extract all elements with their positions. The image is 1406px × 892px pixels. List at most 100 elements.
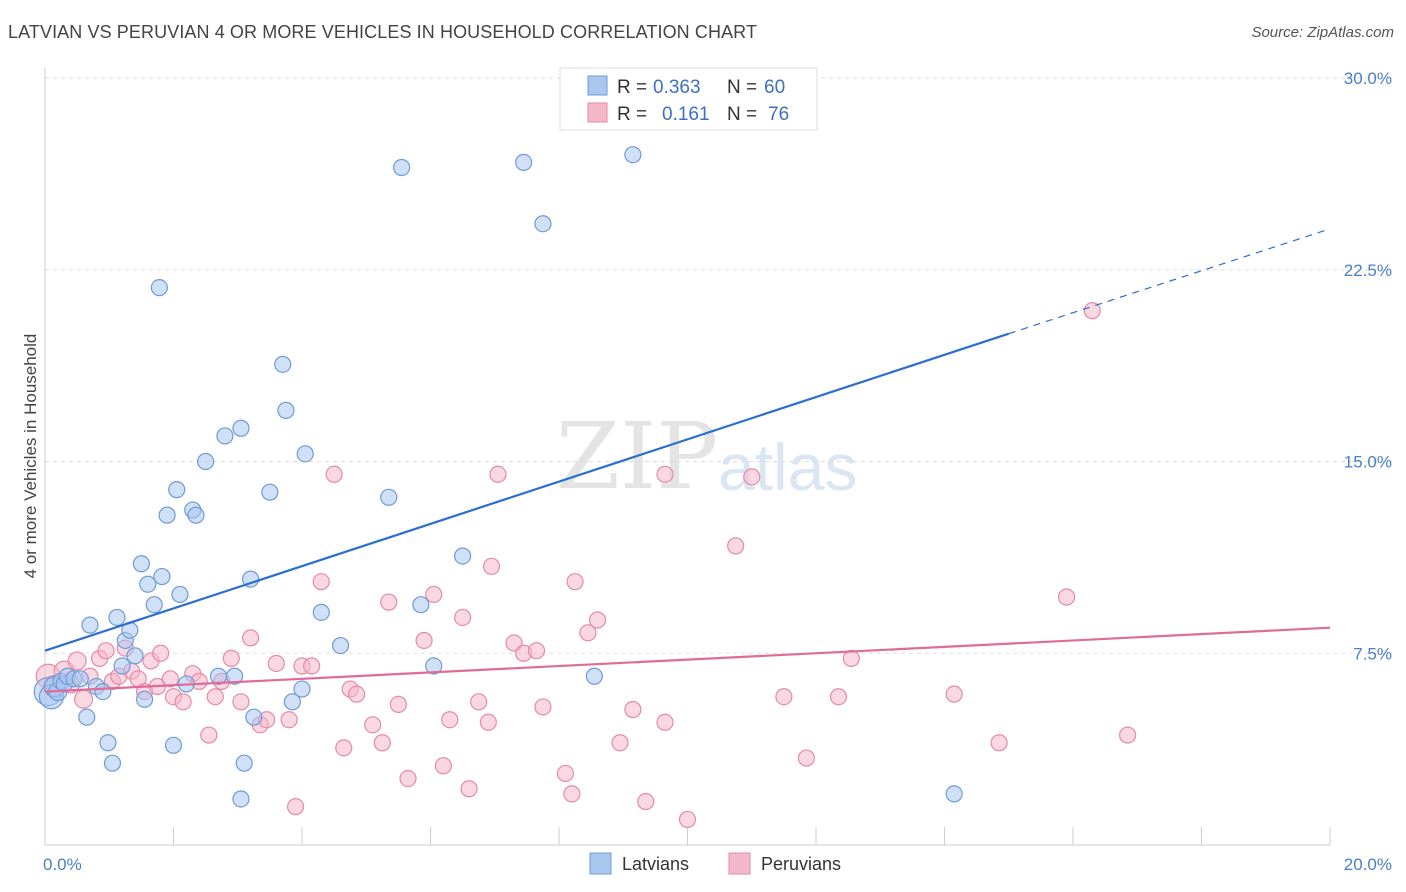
series-latvians-points bbox=[33, 146, 963, 808]
peruvians-point bbox=[470, 693, 488, 711]
peruvians-point bbox=[335, 739, 353, 757]
latvians-point bbox=[245, 708, 263, 726]
bottom-legend-swatch-latvians[interactable] bbox=[589, 852, 612, 875]
legend-n-value-peruvians: 76 bbox=[768, 104, 789, 125]
peruvians-point bbox=[73, 689, 94, 709]
peruvians-point bbox=[325, 465, 343, 483]
latvians-point bbox=[392, 158, 411, 177]
latvians-point bbox=[78, 708, 96, 726]
peruvians-point bbox=[579, 624, 597, 642]
peruvians-point bbox=[482, 557, 501, 575]
peruvians-point bbox=[373, 734, 391, 752]
peruvians-point bbox=[161, 670, 179, 688]
peruvians-point bbox=[566, 573, 584, 591]
latvians-point bbox=[624, 146, 642, 164]
peruvians-point bbox=[174, 693, 192, 711]
peruvians-point bbox=[678, 810, 697, 829]
peruvians-point bbox=[67, 651, 87, 671]
peruvians-point bbox=[152, 644, 170, 662]
latvians-point bbox=[171, 585, 189, 604]
y-tick-labels: 7.5% 15.0% 22.5% 30.0% bbox=[1344, 69, 1392, 663]
peruvians-point bbox=[534, 698, 552, 716]
latvians-point bbox=[242, 570, 260, 588]
latvians-point bbox=[158, 506, 176, 524]
latvians-point bbox=[126, 647, 144, 665]
latvians-point bbox=[283, 693, 301, 711]
peruvians-point bbox=[656, 465, 674, 483]
peruvians-point bbox=[489, 465, 507, 483]
grid bbox=[45, 77, 1392, 845]
legend-r-label-latvians: R = bbox=[617, 77, 647, 98]
latvians-point bbox=[99, 734, 117, 752]
latvians-point bbox=[81, 616, 99, 634]
peruvians-point bbox=[1119, 726, 1137, 744]
peruvians-point bbox=[454, 608, 472, 627]
bottom-legend-swatch-peruvians[interactable] bbox=[728, 852, 751, 875]
legend-r-value-peruvians: 0.161 bbox=[662, 104, 710, 125]
latvians-point bbox=[187, 506, 205, 524]
latvians-point bbox=[108, 608, 126, 627]
legend: R = 0.363 N = 60 R = 0.161 N = 76 bbox=[559, 67, 818, 131]
x-tick-labels: 0.0% 20.0% bbox=[43, 855, 1392, 874]
latvians-point bbox=[132, 555, 150, 573]
peruvians-point bbox=[97, 642, 115, 660]
peruvians-point bbox=[527, 642, 546, 660]
latvians-point bbox=[585, 667, 603, 685]
peruvians-point bbox=[425, 585, 443, 604]
latvians-point bbox=[232, 790, 250, 808]
peruvians-point bbox=[267, 654, 285, 673]
peruvians-point bbox=[479, 713, 497, 731]
peruvians-point bbox=[399, 769, 417, 788]
latvians-point bbox=[515, 153, 533, 171]
bottom-legend-label-peruvians[interactable]: Peruvians bbox=[761, 854, 841, 874]
peruvians-point bbox=[206, 688, 224, 706]
peruvians-point bbox=[312, 573, 330, 591]
latvians-point bbox=[235, 754, 253, 772]
latvians-point bbox=[412, 596, 430, 614]
legend-swatch-peruvians bbox=[587, 102, 608, 123]
peruvians-point bbox=[611, 734, 629, 752]
peruvians-point bbox=[945, 685, 963, 703]
peruvians-point bbox=[200, 726, 218, 744]
peruvians-point bbox=[222, 649, 240, 667]
latvians-point bbox=[274, 355, 292, 373]
legend-n-value-latvians: 60 bbox=[764, 77, 785, 98]
latvians-point bbox=[150, 279, 168, 297]
peruvians-point bbox=[775, 688, 793, 706]
latvians-point bbox=[945, 785, 963, 803]
latvians-point bbox=[197, 452, 215, 471]
latvians-point bbox=[380, 488, 398, 506]
peruvians-point bbox=[656, 713, 674, 731]
peruvians-point bbox=[242, 629, 260, 647]
peruvians-point bbox=[415, 631, 433, 650]
peruvians-point bbox=[563, 785, 581, 803]
peruvians-point bbox=[842, 649, 860, 667]
latvians-point bbox=[296, 445, 314, 463]
latvians-trend-line-extension bbox=[1008, 228, 1331, 335]
y-axis-label: 4 or more Vehicles in Household bbox=[21, 334, 40, 579]
peruvians-point bbox=[232, 693, 250, 711]
bottom-legend-label-latvians[interactable]: Latvians bbox=[622, 854, 689, 874]
y-tick-label: 15.0% bbox=[1344, 453, 1392, 472]
latvians-point bbox=[71, 670, 89, 688]
latvians-point bbox=[225, 667, 244, 685]
latvians-point bbox=[534, 215, 552, 233]
bottom-legend: Latvians Peruvians bbox=[589, 852, 841, 875]
chart-source: Source: ZipAtlas.com bbox=[1251, 24, 1394, 41]
peruvians-point bbox=[280, 711, 298, 729]
latvians-point bbox=[312, 603, 330, 621]
peruvians-point bbox=[637, 792, 655, 811]
peruvians-point bbox=[303, 657, 321, 675]
peruvians-point bbox=[797, 749, 815, 767]
legend-n-label-latvians: N = bbox=[727, 77, 757, 98]
latvians-point bbox=[261, 483, 279, 501]
peruvians-point bbox=[588, 611, 607, 629]
x-tick-label-min: 0.0% bbox=[43, 855, 82, 874]
y-tick-label: 22.5% bbox=[1344, 261, 1392, 280]
legend-n-label-peruvians: N = bbox=[727, 104, 757, 125]
latvians-point bbox=[454, 547, 472, 565]
peruvians-point bbox=[348, 685, 366, 703]
latvians-point bbox=[139, 575, 157, 593]
chart-title: LATVIAN VS PERUVIAN 4 OR MORE VEHICLES I… bbox=[8, 22, 758, 42]
